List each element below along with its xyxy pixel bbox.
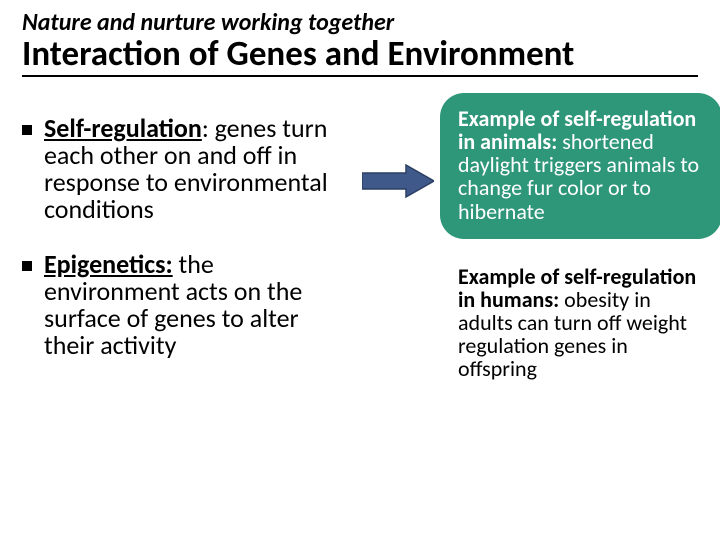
arrow-icon [362, 163, 434, 199]
bullet-text: Epigenetics: the environment acts on the… [44, 251, 342, 359]
right-column: Example of self-regulation in animals: s… [440, 93, 720, 408]
bullet-marker-icon [22, 125, 32, 135]
arrow-shape [362, 165, 434, 197]
example-box-humans: Example of self-regulation in humans: ob… [440, 251, 720, 396]
slide-title: Interaction of Genes and Environment [22, 36, 698, 77]
left-column: Self-regulation: genes turn each other o… [22, 115, 342, 387]
bullet-text: Self-regulation: genes turn each other o… [44, 115, 342, 223]
bullet-item: Self-regulation: genes turn each other o… [22, 115, 342, 223]
slide: Nature and nurture working together Inte… [0, 0, 720, 540]
bullet-marker-icon [22, 261, 32, 271]
example-box-animals: Example of self-regulation in animals: s… [440, 93, 720, 238]
bullet-item: Epigenetics: the environment acts on the… [22, 251, 342, 359]
